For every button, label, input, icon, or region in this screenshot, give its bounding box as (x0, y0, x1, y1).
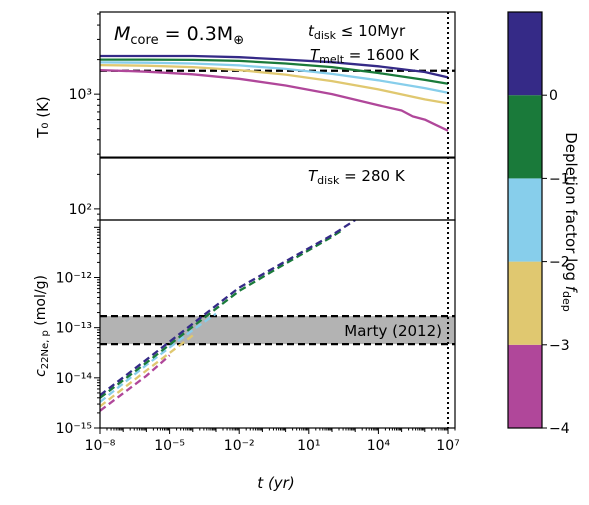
y-tick-label: 10⁻¹³ (56, 321, 92, 337)
colorbar-band (508, 12, 542, 96)
colorbar-label: Depletion factor log fdep (560, 132, 580, 312)
concentration-series--3 (100, 334, 194, 408)
bottom-panel: Marty (2012) 10⁻¹⁵ 10⁻¹⁴ 10⁻¹³ 10⁻¹² 10⁻⁸ 10⁻⁵… (56, 219, 460, 454)
core-mass-annotation: Mcore = 0.3M⊕ (114, 23, 244, 48)
concentration-series--4 (100, 354, 171, 412)
colorbar-tick-label: −2 (549, 255, 570, 271)
x-tick-label: 10⁴ (367, 438, 391, 454)
concentration-series-0 (100, 220, 356, 397)
temperature-series--3 (100, 63, 449, 105)
colorbar-band (508, 95, 542, 179)
x-tick-label: 10⁻² (224, 438, 255, 454)
colorbar-tick-label: −3 (549, 338, 570, 354)
colorbar-band (508, 344, 542, 428)
marty-band (100, 316, 455, 345)
top-y-axis-label: T₀ (K) (34, 96, 52, 138)
x-axis-label: t (yr) (257, 474, 294, 492)
bottom-frame (99, 219, 456, 429)
x-tick-label: 10⁻⁸ (85, 438, 116, 454)
temperature-series--2 (100, 61, 449, 94)
y-tick-label: 10⁻¹⁵ (56, 421, 92, 437)
y-tick-label: 10⁻¹⁴ (56, 371, 93, 387)
x-tick-label: 10¹ (297, 438, 320, 454)
bottom-y-axis-label: c22Ne, p (mol/g) (33, 275, 51, 377)
temperature-series--1 (100, 58, 449, 85)
disk-temperature-annotation: Tdisk = 280 K (308, 167, 406, 187)
colorbar-band (508, 178, 542, 262)
top-panel: 10² 10³ (69, 11, 456, 221)
colorbar-tick-label: −1 (549, 171, 570, 187)
colorbar-tick-label: −4 (549, 421, 570, 437)
colorbar-frame (507, 11, 543, 429)
colorbar: −4 −3 −2 −1 0 (507, 11, 570, 437)
melt-temperature-annotation: Tmelt = 1600 K (310, 46, 420, 66)
x-tick-label: 10⁷ (436, 438, 459, 454)
x-tick-label: 10⁻⁵ (154, 438, 185, 454)
temperature-series-0 (100, 54, 449, 79)
y-tick-label: 10² (69, 202, 92, 218)
y-tick-label: 10⁻¹² (56, 270, 92, 286)
concentration-series--1 (100, 228, 344, 399)
temperature-series--4 (100, 68, 449, 132)
colorbar-tick-label: 0 (549, 88, 558, 104)
colorbar-band (508, 261, 542, 345)
disk-lifetime-annotation: tdisk ≤ 10Myr (308, 22, 406, 42)
marty-band-label: Marty (2012) (344, 322, 442, 340)
y-tick-label: 10³ (69, 87, 92, 103)
concentration-series--2 (100, 312, 217, 403)
